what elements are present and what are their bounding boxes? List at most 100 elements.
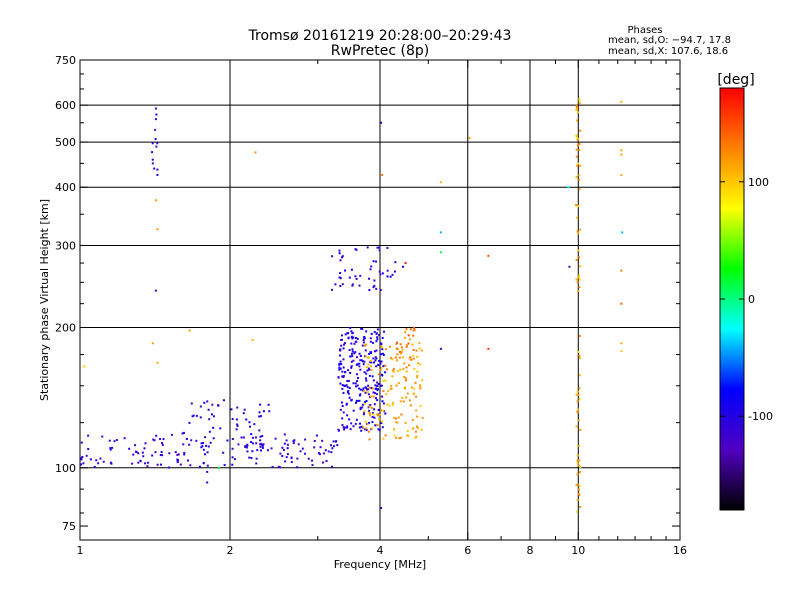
data-point (620, 350, 623, 353)
data-point (351, 283, 354, 286)
data-point (359, 368, 362, 371)
data-point (376, 414, 379, 417)
data-point (255, 462, 258, 465)
data-point (370, 427, 373, 430)
data-point (402, 356, 405, 359)
data-point (155, 145, 158, 148)
data-point (335, 440, 338, 443)
data-point (577, 419, 580, 422)
data-point (346, 332, 349, 335)
data-point (342, 358, 345, 361)
data-point (168, 466, 171, 469)
data-point (87, 434, 90, 437)
data-point (381, 272, 384, 275)
data-point (575, 203, 578, 206)
data-point (370, 265, 373, 268)
data-point (376, 381, 379, 384)
data-point (363, 360, 366, 363)
data-point (115, 439, 118, 442)
data-point (236, 424, 239, 427)
data-point (575, 135, 578, 138)
data-point (191, 415, 194, 418)
data-point (371, 412, 374, 415)
data-point (577, 488, 580, 491)
data-point (243, 408, 246, 411)
data-point (344, 371, 347, 374)
data-point (393, 367, 396, 370)
data-point (382, 409, 385, 412)
data-point (231, 463, 234, 466)
data-point (159, 453, 162, 456)
data-point (578, 149, 581, 152)
data-point (389, 357, 392, 360)
data-point (368, 404, 371, 407)
data-point (131, 462, 134, 465)
data-point (620, 302, 623, 305)
data-point (406, 434, 409, 437)
data-point (152, 438, 155, 441)
data-point (576, 400, 579, 403)
data-point (156, 173, 159, 176)
data-point (415, 349, 418, 352)
data-point (375, 357, 378, 360)
data-point (376, 389, 379, 392)
data-point (575, 393, 578, 396)
data-point (377, 408, 380, 411)
data-point (108, 439, 111, 442)
data-point (487, 347, 490, 350)
phases-heading: Phases (627, 25, 662, 36)
colorbar-label: [deg] (717, 72, 754, 88)
data-point (250, 433, 253, 436)
x-tick-label: 4 (377, 544, 384, 557)
data-point (578, 485, 581, 488)
data-point (188, 443, 191, 446)
data-point (208, 418, 211, 421)
data-point (364, 355, 367, 358)
data-point (290, 461, 293, 464)
data-point (249, 425, 252, 428)
data-point (372, 391, 375, 394)
data-point (371, 415, 374, 418)
data-point (374, 424, 377, 427)
data-point (109, 461, 112, 464)
data-point (313, 440, 316, 443)
data-point (380, 366, 383, 369)
data-point (347, 369, 350, 372)
data-point (380, 373, 383, 376)
data-point (339, 354, 342, 357)
y-tick-label: 100 (55, 462, 76, 475)
data-point (577, 276, 580, 279)
data-point (341, 405, 344, 408)
data-point (395, 417, 398, 420)
data-point (372, 361, 375, 364)
data-point (347, 390, 350, 393)
data-point (415, 425, 418, 428)
data-point (366, 369, 369, 372)
data-point (203, 401, 206, 404)
data-point (415, 395, 418, 398)
data-point (185, 437, 188, 440)
data-point (202, 448, 205, 451)
data-point (160, 442, 163, 445)
data-point (380, 506, 383, 509)
data-point (340, 256, 343, 259)
data-point (83, 365, 86, 368)
data-point (286, 443, 289, 446)
data-point (414, 436, 417, 439)
data-point (575, 105, 578, 108)
data-point (369, 268, 372, 271)
data-point (417, 362, 420, 365)
data-point (343, 428, 346, 431)
data-point (154, 107, 157, 110)
data-point (578, 256, 581, 259)
data-point (416, 374, 419, 377)
data-point (352, 425, 355, 428)
data-point (376, 246, 379, 249)
data-point (248, 456, 251, 459)
data-point (286, 453, 289, 456)
data-point (575, 278, 578, 281)
data-point (406, 430, 409, 433)
data-point (391, 358, 394, 361)
data-point (576, 390, 579, 393)
data-point (356, 337, 359, 340)
